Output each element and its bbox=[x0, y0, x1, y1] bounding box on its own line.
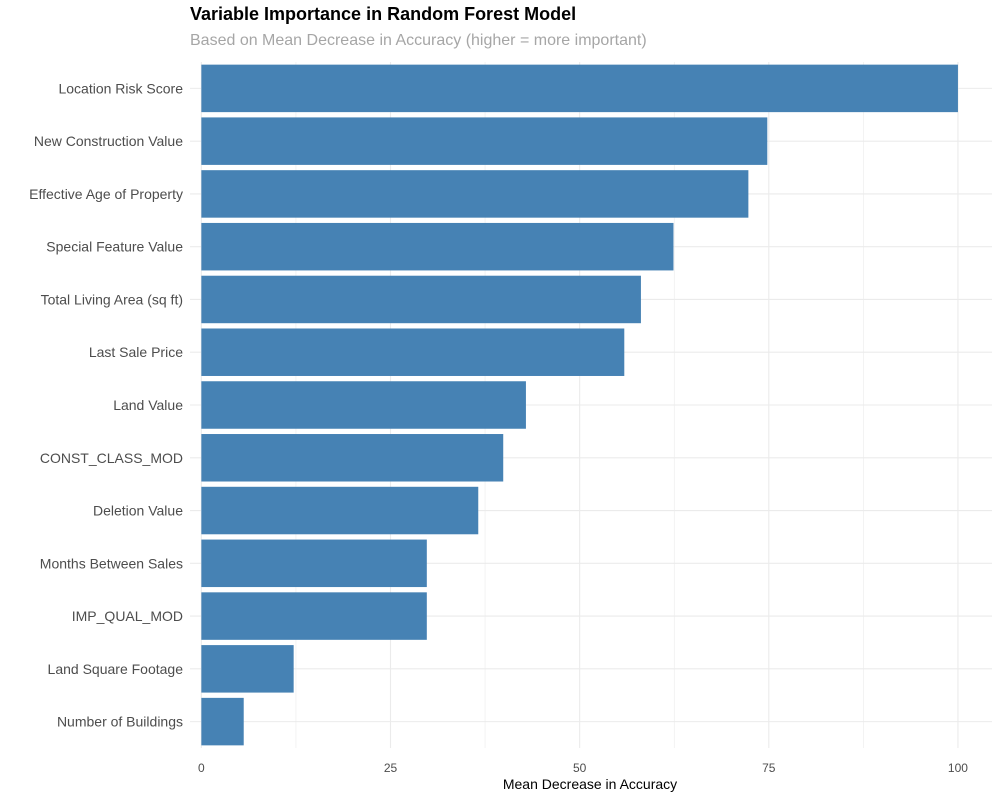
bar-effective-age-of-property bbox=[201, 170, 749, 218]
x-tick-label: 25 bbox=[384, 761, 398, 775]
y-tick-label: Effective Age of Property bbox=[29, 186, 183, 202]
bar-last-sale-price bbox=[201, 328, 625, 376]
bar-land-value bbox=[201, 381, 526, 429]
y-tick-label: Special Feature Value bbox=[46, 239, 183, 255]
bar-location-risk-score bbox=[201, 64, 958, 113]
x-axis-ticks: 0 25 50 75 100 bbox=[198, 761, 968, 775]
bar-layer bbox=[201, 64, 958, 746]
y-tick-label: CONST_CLASS_MOD bbox=[40, 450, 183, 466]
bar-months-between-sales bbox=[201, 539, 427, 588]
bar-new-construction-value bbox=[201, 117, 768, 165]
y-tick-label: Land Value bbox=[113, 397, 183, 413]
y-tick-label: New Construction Value bbox=[34, 133, 183, 149]
bar-total-living-area-sq-ft bbox=[201, 275, 641, 324]
y-tick-label: Last Sale Price bbox=[89, 344, 183, 360]
y-tick-label: Number of Buildings bbox=[57, 714, 183, 730]
x-tick-label: 50 bbox=[573, 761, 587, 775]
chart-title: Variable Importance in Random Forest Mod… bbox=[190, 4, 577, 24]
bar-land-square-footage bbox=[201, 645, 294, 693]
y-tick-label: IMP_QUAL_MOD bbox=[72, 608, 183, 624]
bar-deletion-value bbox=[201, 486, 479, 535]
y-tick-label: Deletion Value bbox=[93, 503, 183, 519]
bar-imp-qual-mod bbox=[201, 592, 427, 640]
x-axis-title: Mean Decrease in Accuracy bbox=[502, 776, 678, 792]
y-tick-label: Total Living Area (sq ft) bbox=[41, 291, 183, 307]
chart-subtitle: Based on Mean Decrease in Accuracy (high… bbox=[190, 32, 647, 49]
x-tick-label: 0 bbox=[198, 761, 205, 775]
y-tick-label: Location Risk Score bbox=[58, 80, 183, 96]
x-tick-label: 100 bbox=[948, 761, 968, 775]
bar-special-feature-value bbox=[201, 222, 674, 271]
x-tick-label: 75 bbox=[762, 761, 776, 775]
y-tick-label: Land Square Footage bbox=[48, 661, 184, 677]
bar-number-of-buildings bbox=[201, 697, 244, 746]
bar-const-class-mod bbox=[201, 434, 504, 482]
y-axis-labels: Location Risk Score New Construction Valu… bbox=[29, 80, 183, 729]
y-tick-label: Months Between Sales bbox=[40, 555, 183, 571]
